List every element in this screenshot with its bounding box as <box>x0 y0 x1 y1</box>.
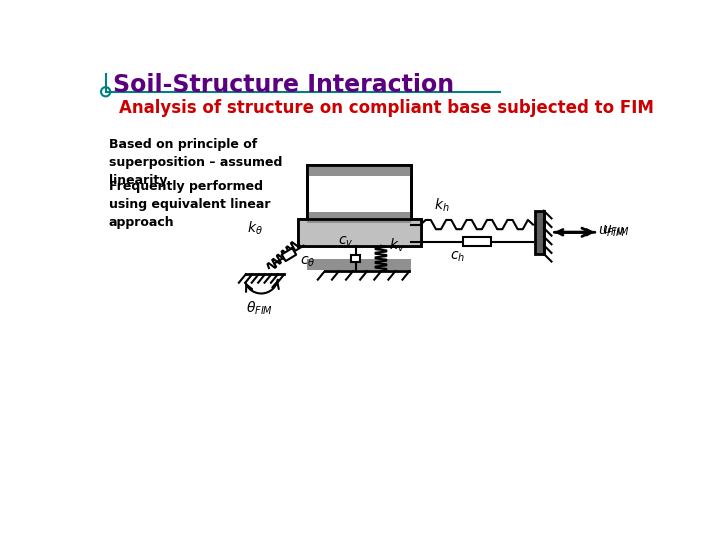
Text: $k_\theta$: $k_\theta$ <box>248 220 263 237</box>
Text: $u_{FIM}$: $u_{FIM}$ <box>598 225 625 239</box>
Text: Frequently performed
using equivalent linear
approach: Frequently performed using equivalent li… <box>109 180 270 230</box>
Bar <box>307 212 411 222</box>
Text: $\theta_{FIM}$: $\theta_{FIM}$ <box>246 300 273 317</box>
Text: $c_\theta$: $c_\theta$ <box>300 255 315 269</box>
Text: $k_h$: $k_h$ <box>434 197 450 214</box>
Bar <box>307 165 411 176</box>
Bar <box>307 165 411 219</box>
Bar <box>298 219 420 246</box>
Text: $c_h$: $c_h$ <box>450 249 465 264</box>
Text: Based on principle of
superposition – assumed
linearity: Based on principle of superposition – as… <box>109 138 282 187</box>
Text: $k_v$: $k_v$ <box>389 237 405 254</box>
Polygon shape <box>282 248 296 261</box>
Bar <box>534 211 544 254</box>
Text: Analysis of structure on compliant base subjected to FIM: Analysis of structure on compliant base … <box>119 99 654 117</box>
Text: $u_{FIM}$: $u_{FIM}$ <box>601 224 629 238</box>
Text: Soil-Structure Interaction: Soil-Structure Interaction <box>113 72 454 97</box>
Bar <box>307 259 411 269</box>
Bar <box>463 237 491 246</box>
Bar <box>307 165 411 219</box>
Bar <box>351 255 360 262</box>
Text: $c_v$: $c_v$ <box>338 235 354 249</box>
Bar <box>298 219 420 246</box>
